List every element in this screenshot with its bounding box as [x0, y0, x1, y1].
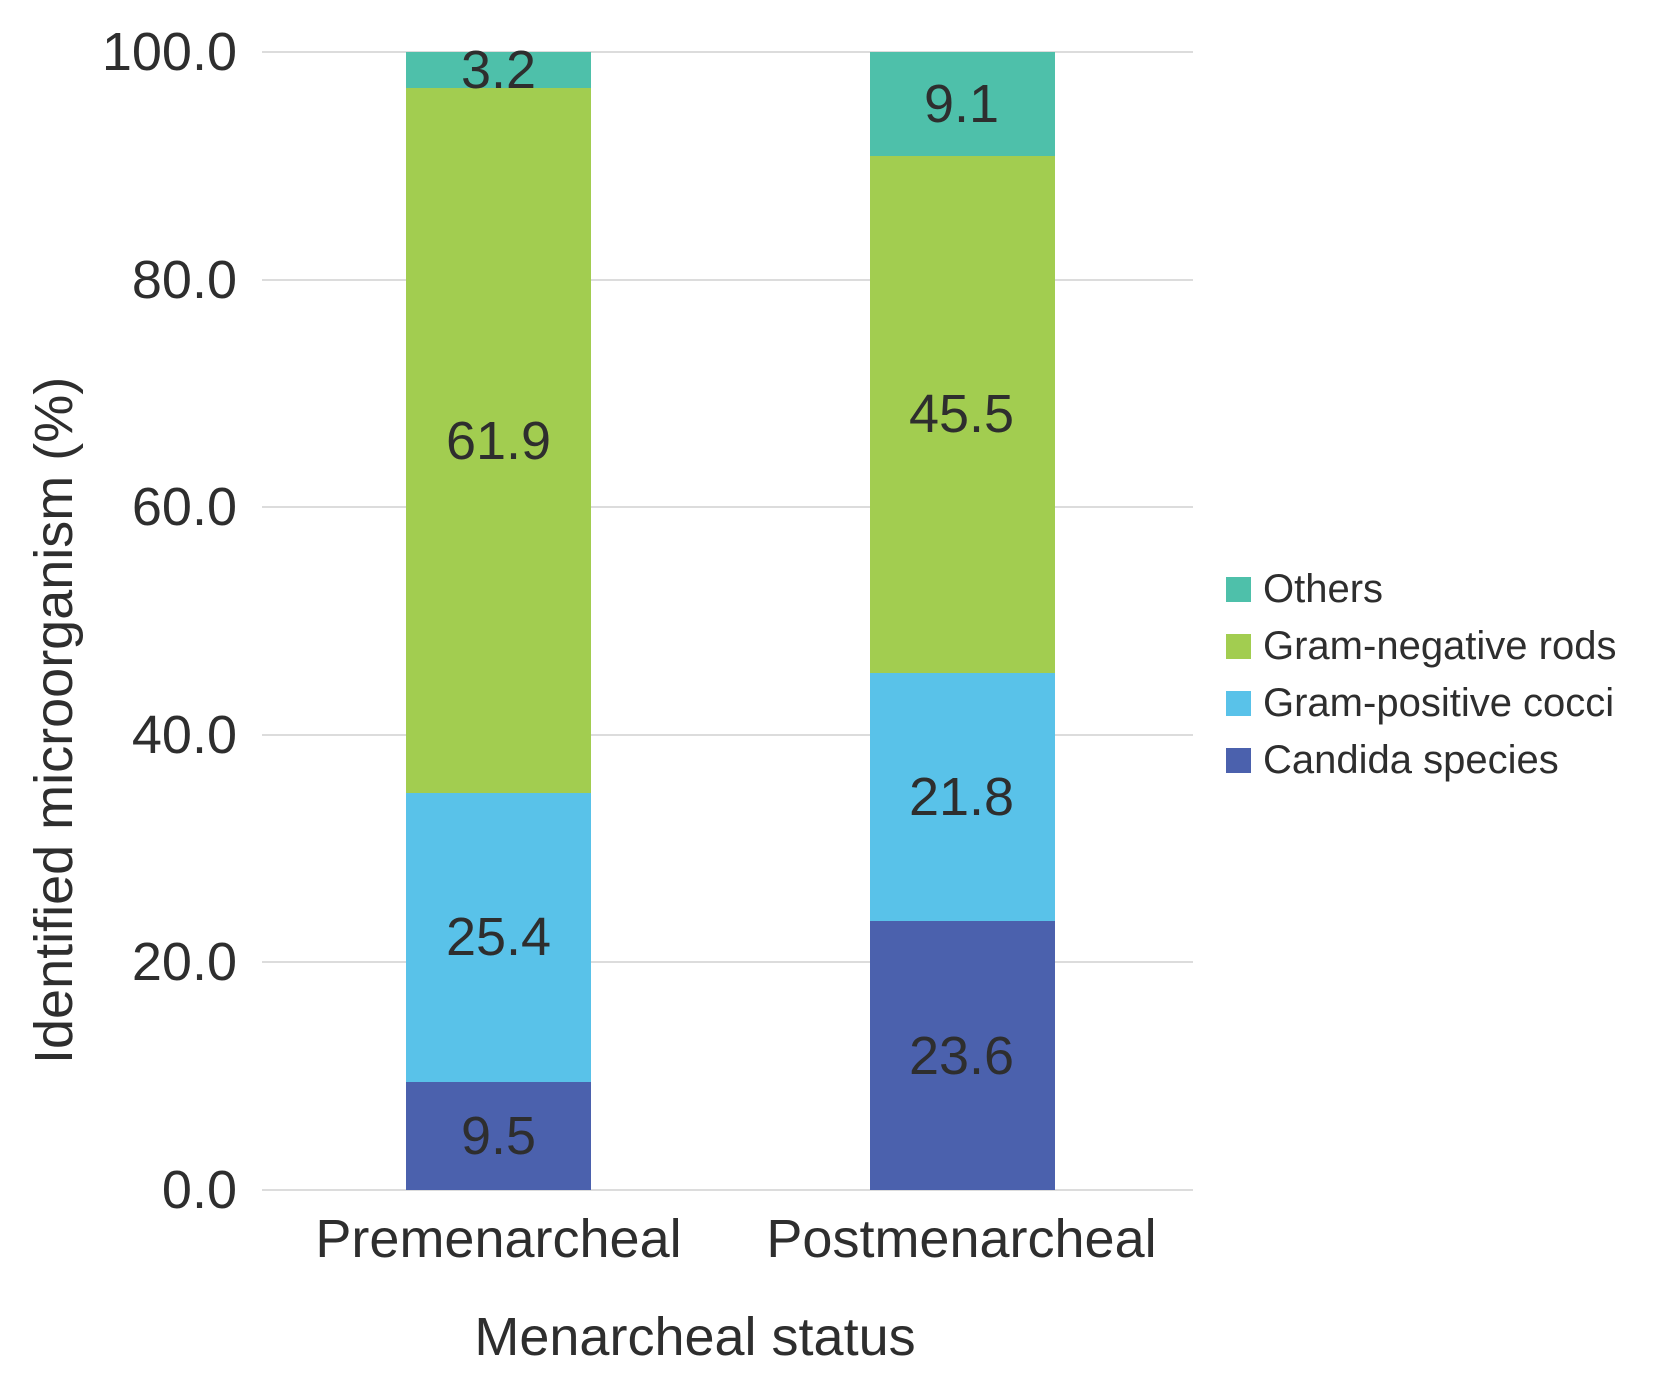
gridline	[262, 51, 1193, 53]
value-label-others-postmenarcheal: 9.1	[923, 73, 1000, 134]
category-label-premenarcheal: Premenarcheal	[315, 1209, 682, 1269]
y-tick-label: 80.0	[131, 249, 237, 310]
bar-segment-gram-positive-cocci	[406, 792, 591, 1082]
gridline	[262, 1189, 1193, 1191]
bar-segment-gram-positive-cocci	[870, 673, 1055, 922]
gridline	[262, 961, 1193, 964]
legend-label-candida-species: Candida species	[1263, 738, 1559, 782]
legend: Others Gram-negative rods Gram-positive co…	[1226, 566, 1616, 784]
value-label-candida-species-premenarcheal: 9.5	[460, 1105, 537, 1166]
value-label-candida-species-postmenarcheal: 23.6	[908, 1025, 1015, 1086]
bar-segment-others	[406, 52, 591, 89]
plot-area: 9.5 25.4 61.9 3.2 23.6 21.8 45.5 9.1	[262, 40, 1193, 1191]
legend-swatch-candida-species	[1226, 748, 1251, 773]
legend-item-others: Others	[1226, 566, 1616, 613]
gridline	[262, 506, 1193, 509]
value-label-gram-negative-rods-premenarcheal: 61.9	[445, 410, 552, 471]
value-label-others-premenarcheal: 3.2	[460, 40, 537, 101]
y-tick-label: 0.0	[161, 1160, 237, 1220]
y-tick-label: 100.0	[101, 22, 237, 82]
y-axis-tick-labels: 0.0 20.0 40.0 60.0 80.0 100.0	[0, 22, 237, 1220]
bar-postmenarcheal	[870, 52, 1055, 1190]
bar-segment-candida-species	[870, 921, 1055, 1190]
bar-premenarcheal	[406, 52, 591, 1190]
y-tick-label: 40.0	[131, 704, 237, 765]
legend-swatch-gram-negative-rods	[1226, 634, 1251, 659]
legend-swatch-gram-positive-cocci	[1226, 691, 1251, 716]
y-tick-label: 60.0	[131, 477, 237, 538]
legend-item-gram-negative-rods: Gram-negative rods	[1226, 623, 1616, 670]
legend-label-gram-positive-cocci: Gram-positive cocci	[1263, 681, 1615, 725]
category-label-postmenarcheal: Postmenarcheal	[766, 1209, 1157, 1269]
bar-segment-gram-negative-rods	[870, 155, 1055, 674]
legend-item-gram-positive-cocci: Gram-positive cocci	[1226, 680, 1616, 727]
value-label-gram-negative-rods-postmenarcheal: 45.5	[908, 384, 1015, 445]
value-label-gram-positive-cocci-postmenarcheal: 21.8	[908, 767, 1015, 828]
x-axis-title: Menarcheal status	[474, 1307, 916, 1367]
legend-label-gram-negative-rods: Gram-negative rods	[1263, 624, 1617, 668]
y-tick-label: 20.0	[131, 932, 237, 993]
legend-item-candida-species: Candida species	[1226, 737, 1616, 784]
legend-swatch-others	[1226, 577, 1251, 602]
gridline	[262, 733, 1193, 736]
value-label-gram-positive-cocci-premenarcheal: 25.4	[445, 907, 552, 968]
bar-segment-others	[870, 52, 1055, 156]
gridline	[262, 278, 1193, 281]
bar-segment-candida-species	[406, 1081, 591, 1190]
legend-label-others: Others	[1263, 567, 1384, 611]
bar-segment-gram-negative-rods	[406, 88, 591, 793]
